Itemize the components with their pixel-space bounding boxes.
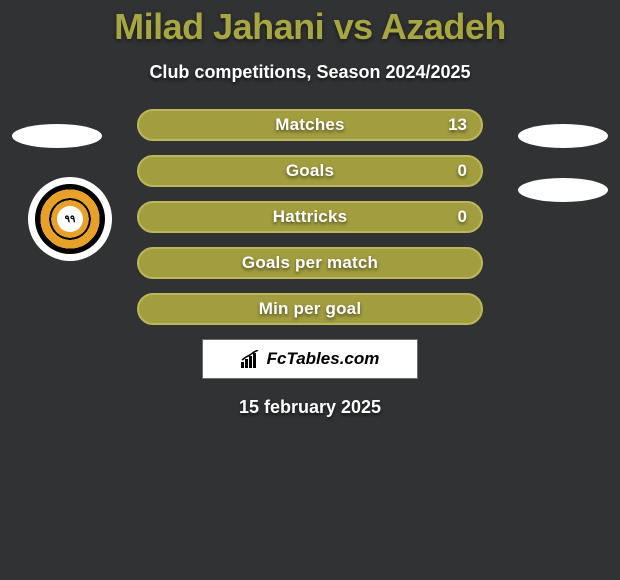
stat-label: Goals	[286, 161, 334, 181]
stat-label: Min per goal	[259, 299, 362, 319]
branding-text: FcTables.com	[267, 349, 380, 369]
stats-list: Matches 13 Goals 0 Hattricks 0 Goals per…	[137, 109, 483, 325]
snapshot-date: 15 february 2025	[0, 397, 620, 418]
stat-row-goals: Goals 0	[137, 155, 483, 187]
player-placeholder-left	[12, 124, 102, 148]
club-badge-icon: ۹۹	[35, 184, 105, 254]
player-placeholder-right-2	[518, 178, 608, 202]
stat-label: Matches	[275, 115, 344, 135]
bar-chart-icon	[241, 350, 263, 368]
stat-row-matches: Matches 13	[137, 109, 483, 141]
stat-value: 0	[458, 161, 467, 181]
stat-row-hattricks: Hattricks 0	[137, 201, 483, 233]
stat-label: Hattricks	[273, 207, 348, 227]
stat-value: 0	[458, 207, 467, 227]
page-subtitle: Club competitions, Season 2024/2025	[0, 62, 620, 83]
club-badge-center: ۹۹	[57, 206, 83, 232]
stat-row-goals-per-match: Goals per match	[137, 247, 483, 279]
club-badge-left: ۹۹	[28, 177, 112, 261]
player-placeholder-right-1	[518, 124, 608, 148]
branding-box: FcTables.com	[202, 339, 418, 379]
stat-label: Goals per match	[242, 253, 378, 273]
stat-value: 13	[448, 115, 467, 135]
stat-row-min-per-goal: Min per goal	[137, 293, 483, 325]
comparison-card: Milad Jahani vs Azadeh Club competitions…	[0, 0, 620, 418]
page-title: Milad Jahani vs Azadeh	[0, 6, 620, 48]
